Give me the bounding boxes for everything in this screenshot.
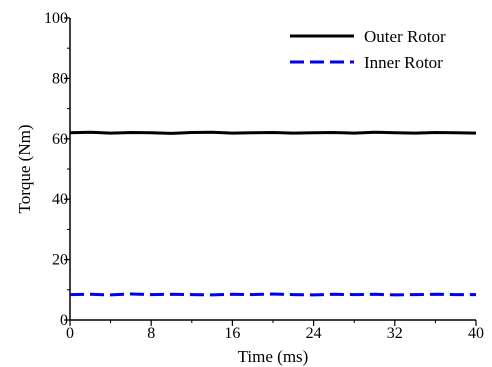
y-axis-label: Torque (Nm): [15, 125, 34, 214]
x-tick-label: 0: [66, 325, 74, 342]
x-axis-label: Time (ms): [238, 347, 309, 366]
y-tick-label: 60: [52, 131, 68, 148]
x-tick-label: 40: [468, 325, 484, 342]
legend: Outer Rotor Inner Rotor: [290, 27, 446, 72]
y-tick-label: 0: [60, 312, 68, 329]
x-tick-label: 16: [224, 325, 240, 342]
y-tick-label: 40: [52, 191, 68, 208]
y-tick-label: 20: [52, 252, 68, 269]
series-line-inner-rotor: [69, 292, 476, 297]
y-tick-label: 100: [44, 10, 68, 27]
legend-label-outer-rotor: Outer Rotor: [364, 27, 446, 46]
legend-label-inner-rotor: Inner Rotor: [364, 53, 443, 72]
x-tick-label: 8: [147, 325, 155, 342]
y-tick-label: 80: [52, 70, 68, 87]
ticks: 0 20 40 60 80 100 0 8 16 24 32 40: [44, 10, 484, 342]
series-line-outer-rotor: [69, 130, 477, 135]
series-layer: [69, 130, 477, 297]
x-tick-label: 24: [306, 325, 322, 342]
x-tick-label: 32: [387, 325, 403, 342]
